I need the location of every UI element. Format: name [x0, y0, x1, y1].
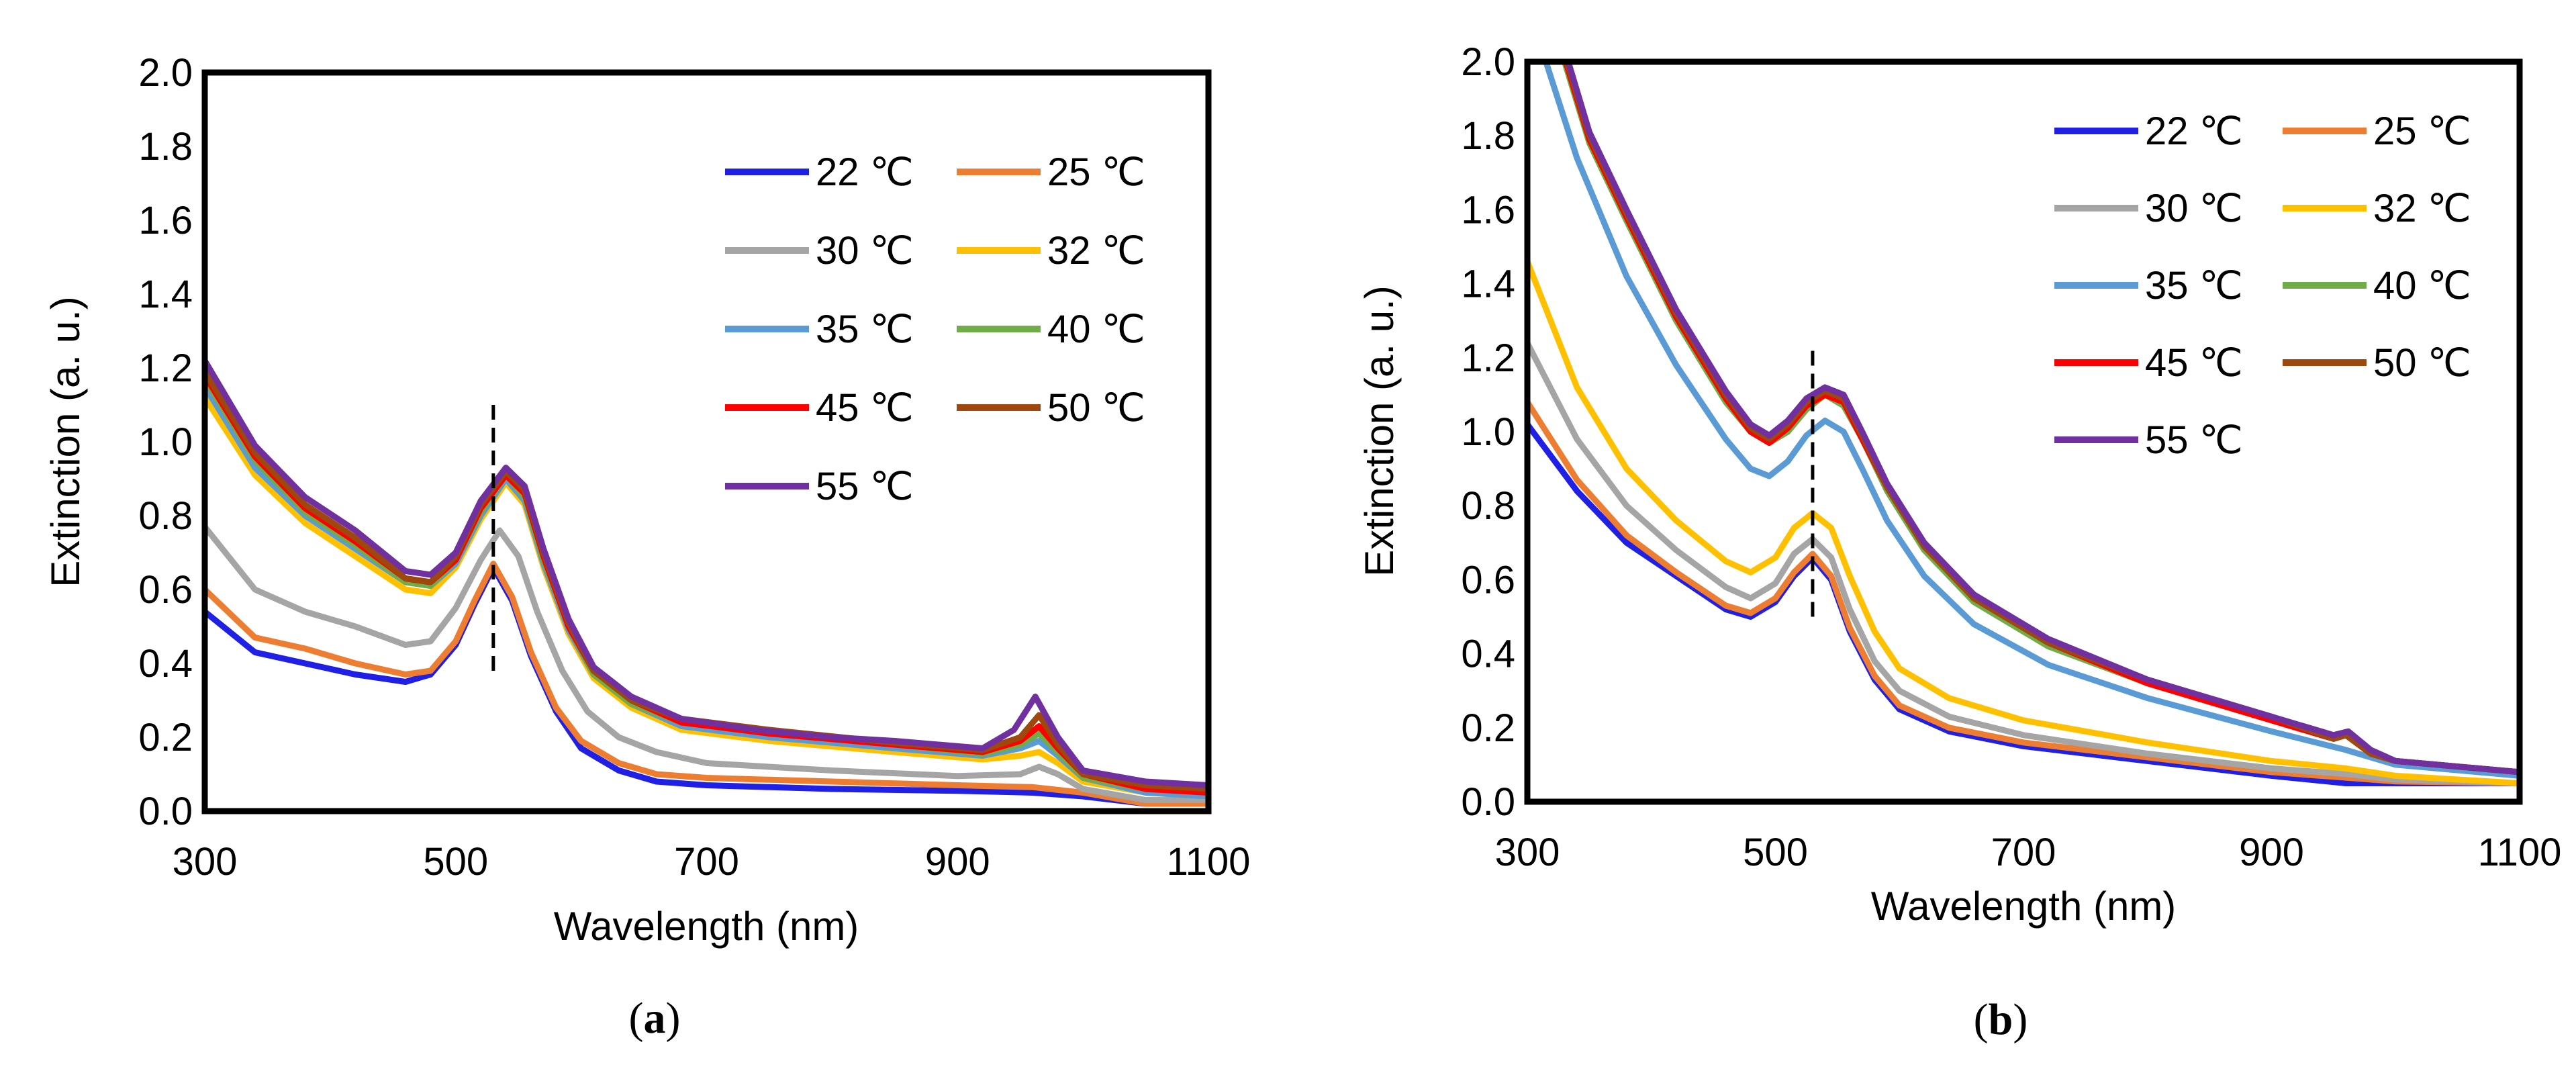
panel-b-plot-frame: [1524, 58, 2523, 805]
legend-label: 25 ℃: [1047, 150, 1145, 194]
series-line-4: [1527, 259, 2520, 786]
y-tick-label: 2.0: [1461, 40, 1515, 84]
legend-label: 40 ℃: [1047, 308, 1145, 351]
y-tick-label: 0.2: [1461, 706, 1515, 750]
series-line-9: [1565, 62, 2520, 776]
y-tick-label: 0.4: [138, 642, 193, 686]
panel-a-caption: (a): [629, 994, 681, 1043]
legend-item: 55 ℃: [725, 465, 914, 508]
panel-b-y-ticks: 0.0 0.2 0.4 0.6 0.8 1.0 1.2 1.4 1.6 1.8 2.0: [1461, 40, 1515, 824]
legend-item: 25 ℃: [957, 150, 1145, 194]
legend-label: 35 ℃: [2145, 264, 2243, 308]
y-tick-label: 0.0: [138, 790, 193, 833]
legend-label: 32 ℃: [2373, 187, 2471, 230]
legend-label: 50 ℃: [1047, 386, 1145, 430]
y-tick-label: 0.0: [1461, 780, 1515, 824]
chart-panel-a: 0.0 0.2 0.4 0.6 0.8 1.0 1.2 1.4 1.6 1.8 2.0 300 500…: [43, 51, 1250, 1043]
legend-label: 22 ℃: [2145, 109, 2243, 153]
legend-item: 35 ℃: [2054, 264, 2243, 308]
legend-label: 25 ℃: [2373, 109, 2471, 153]
y-tick-label: 0.2: [138, 716, 193, 759]
x-tick-label: 700: [1991, 831, 2056, 874]
legend-item: 40 ℃: [2283, 264, 2471, 308]
y-tick-label: 1.0: [1461, 410, 1515, 454]
legend-label: 40 ℃: [2373, 264, 2471, 308]
legend-item: 35 ℃: [725, 308, 914, 351]
legend-item: 30 ℃: [725, 229, 914, 273]
y-tick-label: 2.0: [138, 51, 193, 95]
series-line-3: [1527, 340, 2520, 786]
series-line-2: [205, 561, 1208, 807]
y-tick-label: 0.6: [138, 568, 193, 612]
y-tick-label: 0.8: [138, 494, 193, 538]
panel-a-legend: 22 ℃ 25 ℃ 30 ℃ 32 ℃ 35 ℃ 40 ℃ 45 ℃ 50 ℃ 55 ℃: [725, 150, 1145, 508]
legend-item: 55 ℃: [2054, 418, 2243, 462]
legend-item: 40 ℃: [957, 308, 1145, 351]
x-tick-label: 1100: [2478, 831, 2562, 874]
legend-item: 22 ℃: [725, 150, 914, 194]
series-line-3: [205, 524, 1208, 803]
x-tick-label: 500: [1743, 831, 1808, 874]
panel-b-x-ticks: 300 500 700 900 1100: [1495, 831, 2562, 874]
series-line-5: [1543, 62, 2520, 779]
x-tick-label: 1100: [1167, 840, 1251, 884]
y-tick-label: 1.6: [138, 199, 193, 242]
panel-b-y-axis-title: Extinction (a. u.): [1357, 285, 1402, 577]
x-tick-label: 700: [674, 840, 739, 884]
panel-a-plot-frame: [201, 69, 1212, 814]
y-tick-label: 1.0: [138, 420, 193, 464]
panel-a-y-ticks: 0.0 0.2 0.4 0.6 0.8 1.0 1.2 1.4 1.6 1.8 2.0: [138, 51, 193, 833]
panel-a-y-axis-title: Extinction (a. u.): [43, 296, 88, 588]
y-tick-label: 0.8: [1461, 484, 1515, 528]
legend-item: 45 ℃: [2054, 341, 2243, 385]
panel-b-x-axis-title: Wavelength (nm): [1871, 884, 2177, 929]
y-tick-label: 1.8: [1461, 114, 1515, 158]
y-tick-label: 1.4: [1461, 263, 1515, 306]
legend-label: 30 ℃: [816, 229, 914, 273]
chart-panel-b: 0.0 0.2 0.4 0.6 0.8 1.0 1.2 1.4 1.6 1.8 2.0 300 500…: [1357, 40, 2561, 1044]
legend-label: 55 ℃: [2145, 418, 2243, 462]
legend-label: 35 ℃: [816, 308, 914, 351]
legend-label: 45 ℃: [2145, 341, 2243, 385]
legend-item: 32 ℃: [2283, 187, 2471, 230]
legend-label: 50 ℃: [2373, 341, 2471, 385]
panel-a-x-ticks: 300 500 700 900 1100: [173, 840, 1251, 884]
series-line-2: [1527, 399, 2520, 786]
x-tick-label: 900: [2239, 831, 2304, 874]
panel-b-legend: 22 ℃ 25 ℃ 30 ℃ 32 ℃ 35 ℃ 40 ℃ 45 ℃ 50 ℃ 55 ℃: [2054, 109, 2471, 462]
legend-item: 25 ℃: [2283, 109, 2471, 153]
y-tick-label: 0.6: [1461, 558, 1515, 602]
legend-item: 32 ℃: [957, 229, 1145, 273]
legend-label: 45 ℃: [816, 386, 914, 430]
legend-item: 30 ℃: [2054, 187, 2243, 230]
y-tick-label: 1.4: [138, 273, 193, 316]
y-tick-label: 1.2: [1461, 336, 1515, 380]
y-tick-label: 1.2: [138, 346, 193, 390]
series-line-9: [205, 357, 1208, 788]
panel-a-x-axis-title: Wavelength (nm): [554, 904, 859, 949]
y-tick-label: 1.6: [1461, 188, 1515, 232]
legend-label: 30 ℃: [2145, 187, 2243, 230]
panel-a-plot-lines: [205, 357, 1208, 807]
legend-label: 55 ℃: [816, 465, 914, 508]
legend-item: 50 ℃: [957, 386, 1145, 430]
legend-label: 22 ℃: [816, 150, 914, 194]
panel-b-caption: (b): [1974, 995, 2028, 1044]
legend-item: 22 ℃: [2054, 109, 2243, 153]
legend-label: 32 ℃: [1047, 229, 1145, 273]
y-tick-label: 0.4: [1461, 633, 1515, 676]
x-tick-label: 900: [925, 840, 990, 884]
x-tick-label: 500: [423, 840, 488, 884]
y-tick-label: 1.8: [138, 125, 193, 169]
x-tick-label: 300: [1495, 831, 1560, 874]
panel-b-plot-lines: [1527, 62, 2520, 786]
legend-item: 45 ℃: [725, 386, 914, 430]
x-tick-label: 300: [173, 840, 238, 884]
legend-item: 50 ℃: [2283, 341, 2471, 385]
